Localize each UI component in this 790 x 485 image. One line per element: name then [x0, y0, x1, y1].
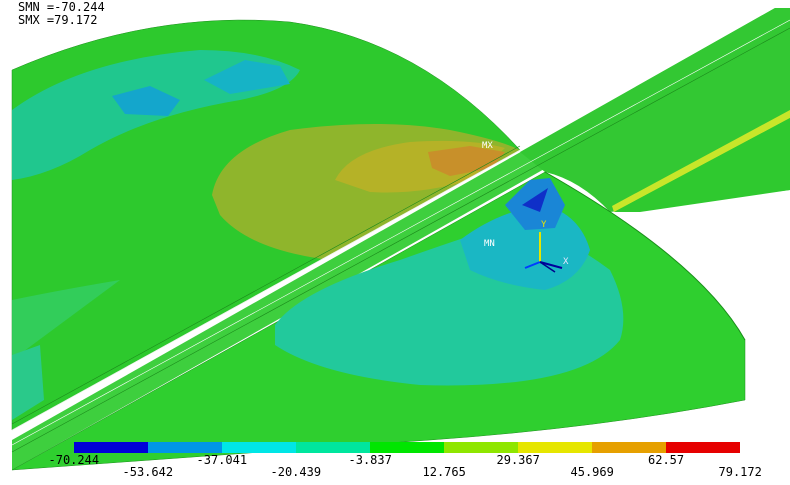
legend-swatch	[444, 442, 518, 453]
contour-legend-bar	[74, 442, 740, 453]
spar-edge-line-2	[11, 27, 790, 453]
legend-value-label: 79.172	[718, 465, 762, 479]
upper-cyan-left-band	[12, 280, 120, 360]
triad-x-label: X	[563, 257, 569, 267]
spar-side-face	[614, 118, 790, 212]
legend-value-label: 12.765	[422, 465, 466, 479]
spar-edge-line-3	[11, 149, 521, 431]
legend-value-label: -70.244	[48, 453, 100, 467]
legend-value-label: 29.367	[496, 453, 540, 467]
spar-edge-line-4	[11, 145, 521, 425]
upper-blue-patch-2	[204, 60, 290, 94]
legend-swatch	[666, 442, 740, 453]
legend-value-label: -53.642	[122, 465, 174, 479]
mx-contour-peak	[428, 146, 505, 176]
legend-value-label: -20.439	[270, 465, 322, 479]
legend-value-label: 45.969	[570, 465, 614, 479]
legend-swatch	[592, 442, 666, 453]
legend-value-label: -37.041	[196, 453, 248, 467]
spar-edge-line-1	[11, 19, 790, 446]
legend-swatch	[222, 442, 296, 453]
legend-value-label: 62.57	[648, 453, 685, 467]
coordinate-triad	[524, 232, 563, 273]
legend-swatch	[74, 442, 148, 453]
smn-readout: SMN =-70.244	[18, 0, 105, 14]
legend-swatch	[296, 442, 370, 453]
upper-blue-patch-1	[112, 86, 180, 116]
legend-value-label: -3.837	[348, 453, 392, 467]
legend-swatch	[148, 442, 222, 453]
lower-cyan-inner	[460, 205, 590, 290]
legend-swatch	[518, 442, 592, 453]
lower-skin-outline	[544, 171, 746, 341]
lower-left-cyan-edge	[12, 345, 44, 420]
legend-swatch	[370, 442, 444, 453]
smx-readout: SMX =79.172	[18, 13, 98, 27]
mx-node-label: MX	[482, 141, 493, 151]
mn-contour-core	[522, 188, 548, 212]
spar-yellow-stripe	[612, 110, 790, 212]
triad-y-label: Y	[541, 220, 547, 230]
mn-node-label: MN	[484, 239, 495, 249]
